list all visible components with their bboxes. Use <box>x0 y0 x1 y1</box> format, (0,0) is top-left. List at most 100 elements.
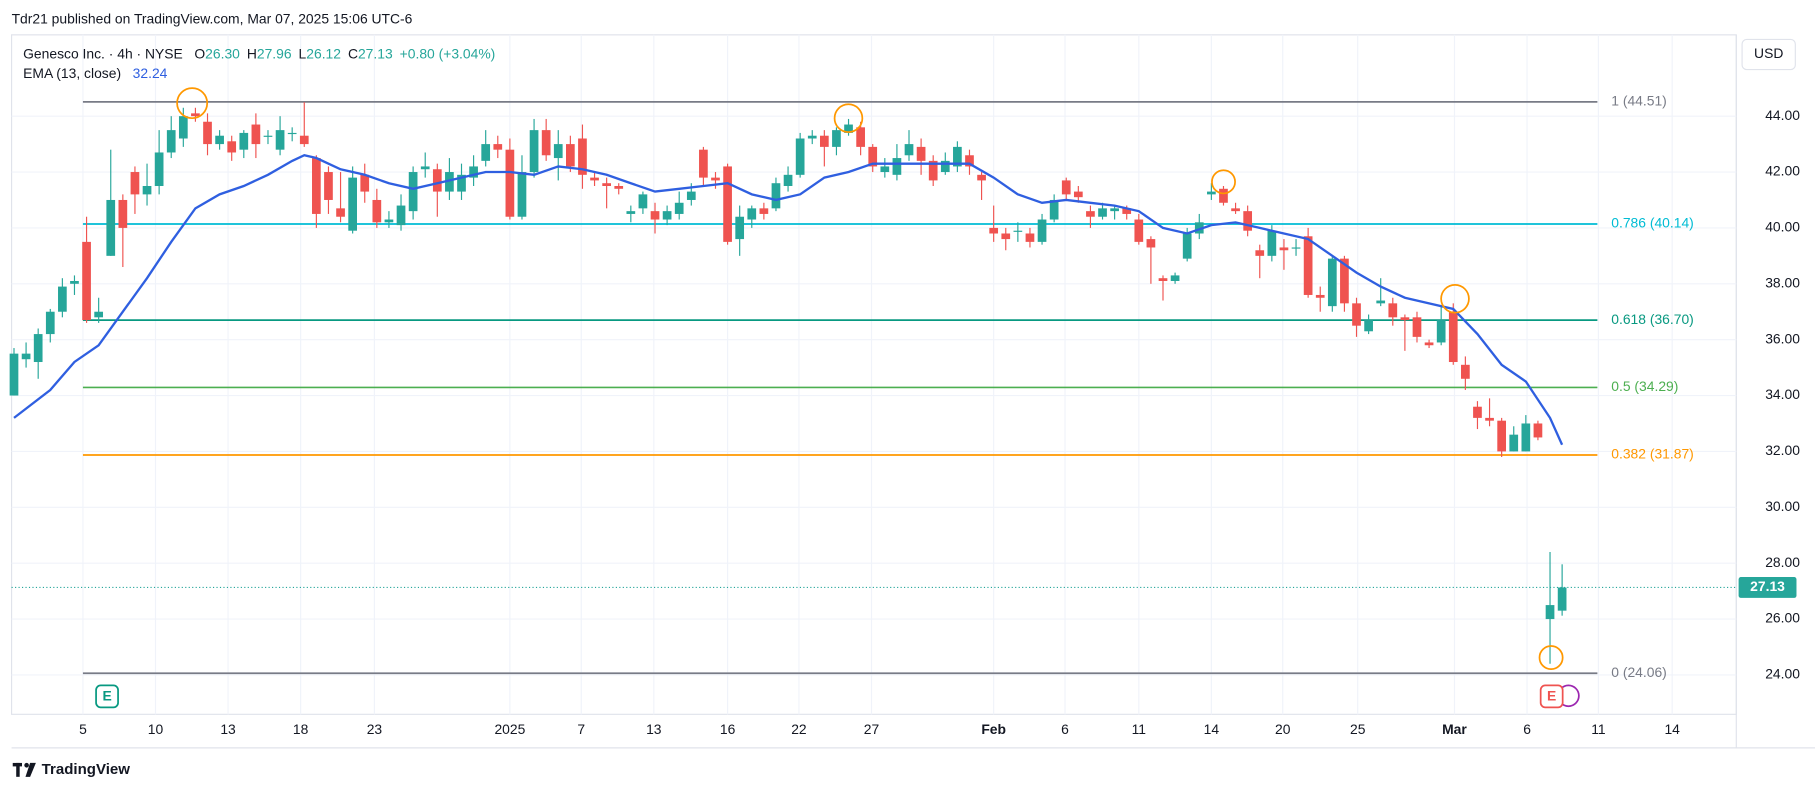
candle-body <box>251 124 261 145</box>
y-tick-label: 42.00 <box>1765 163 1800 179</box>
y-tick-label: 24.00 <box>1765 666 1800 682</box>
earnings-label[interactable]: E <box>1547 688 1556 704</box>
candle-body <box>130 172 140 195</box>
brand: TradingView <box>42 761 131 778</box>
fib-levels: 1 (44.51) 0.786 (40.14) 0.618 (36.70) 0.5 (… <box>11 93 1737 680</box>
candle-body <box>1327 258 1337 307</box>
candle-body <box>529 130 539 173</box>
candle-body <box>832 130 841 147</box>
candles <box>9 102 1567 664</box>
candle-body <box>1509 434 1519 452</box>
candle-body <box>445 172 454 192</box>
candle-body <box>312 158 321 214</box>
x-tick-label: 16 <box>720 721 736 737</box>
candle-body <box>783 174 793 187</box>
candle-body <box>517 172 527 217</box>
candle-body <box>965 155 974 167</box>
candle-body <box>299 135 309 145</box>
y-tick-label: 30.00 <box>1765 498 1800 514</box>
candle-body <box>1436 320 1446 343</box>
candle-body <box>505 149 515 217</box>
candle-body <box>1291 247 1301 249</box>
candle-body <box>1182 233 1192 259</box>
x-tick-label: 18 <box>293 721 309 737</box>
candle-body <box>747 208 757 220</box>
candle-body <box>1025 233 1035 242</box>
candle-body <box>408 172 418 212</box>
candle-body <box>1315 294 1325 298</box>
ohlc-value: 26.12 <box>306 45 341 61</box>
candle-body <box>1146 239 1156 248</box>
y-tick-label: 44.00 <box>1765 107 1800 123</box>
candle-body <box>759 208 769 214</box>
ohlc-key: C <box>348 45 358 61</box>
candle-body <box>1388 303 1398 318</box>
candle-body <box>384 219 394 223</box>
candle-body <box>1497 420 1507 452</box>
candle-body <box>263 135 273 137</box>
y-tick-label: 32.00 <box>1765 442 1800 458</box>
x-tick-label: 11 <box>1591 721 1606 737</box>
candle-body <box>457 174 466 192</box>
candle-body <box>541 130 551 156</box>
candle-body <box>45 311 55 335</box>
candle-body <box>1412 317 1422 337</box>
x-tick-label: 13 <box>646 721 662 737</box>
logo: TradingView <box>12 761 131 778</box>
candle-body <box>1231 208 1240 212</box>
x-tick-label: 6 <box>1061 721 1069 737</box>
candle-body <box>1086 211 1095 217</box>
candle-body <box>1134 219 1144 242</box>
candle-body <box>1170 275 1180 281</box>
y-tick-label: 28.00 <box>1765 554 1800 570</box>
candle-body <box>928 160 938 181</box>
candle-body <box>602 183 611 187</box>
candle-body <box>1448 311 1458 363</box>
candle-body <box>203 121 212 145</box>
candle-body <box>626 211 636 214</box>
candle-body <box>348 177 358 231</box>
candle-body <box>432 169 442 192</box>
earnings-label[interactable]: E <box>102 688 111 704</box>
highlight-circle <box>176 87 209 120</box>
x-tick-label: 2025 <box>494 721 525 737</box>
logo-mark <box>25 762 36 777</box>
candle-body <box>178 116 188 139</box>
candle-body <box>904 144 914 156</box>
candle-body <box>1340 258 1349 304</box>
fib-label: 0 (24.06) <box>1611 664 1667 680</box>
currency[interactable]: USD <box>1754 45 1783 61</box>
ohlc-value: 27.96 <box>257 45 292 61</box>
candle-body <box>33 334 43 363</box>
earnings-icon[interactable] <box>95 684 119 709</box>
candle-body <box>953 146 962 167</box>
logo-mark <box>24 762 29 768</box>
grid <box>11 34 1737 715</box>
earnings-icon[interactable] <box>1539 684 1564 709</box>
candle-body <box>372 199 382 223</box>
x-tick-label: 14 <box>1664 721 1680 737</box>
ema-value: 32.24 <box>133 65 168 81</box>
candle-body <box>94 311 104 318</box>
ema-name: EMA (13, close) <box>23 65 121 81</box>
candle-body <box>650 211 660 220</box>
candle-body <box>1533 423 1543 438</box>
candle-body <box>1279 247 1289 251</box>
candle-body <box>638 194 648 209</box>
ohlc-value: 27.13 <box>358 45 393 61</box>
x-tick-label: 22 <box>791 721 807 737</box>
x-tick-label: 20 <box>1275 721 1291 737</box>
candle-body <box>118 199 128 228</box>
highlight-circle <box>1538 645 1564 671</box>
candle-body <box>1194 222 1204 234</box>
candle-body <box>106 199 116 256</box>
candle-body <box>1049 199 1059 220</box>
x-tick-label: 25 <box>1350 721 1366 737</box>
currency-button[interactable] <box>1741 38 1796 71</box>
change: +0.80 (+3.04%) <box>400 45 496 61</box>
candle-body <box>735 216 745 240</box>
last-price-label: 27.13 <box>1750 578 1785 594</box>
candle-body <box>1376 300 1386 304</box>
fib-label: 0.382 (31.87) <box>1611 446 1694 462</box>
